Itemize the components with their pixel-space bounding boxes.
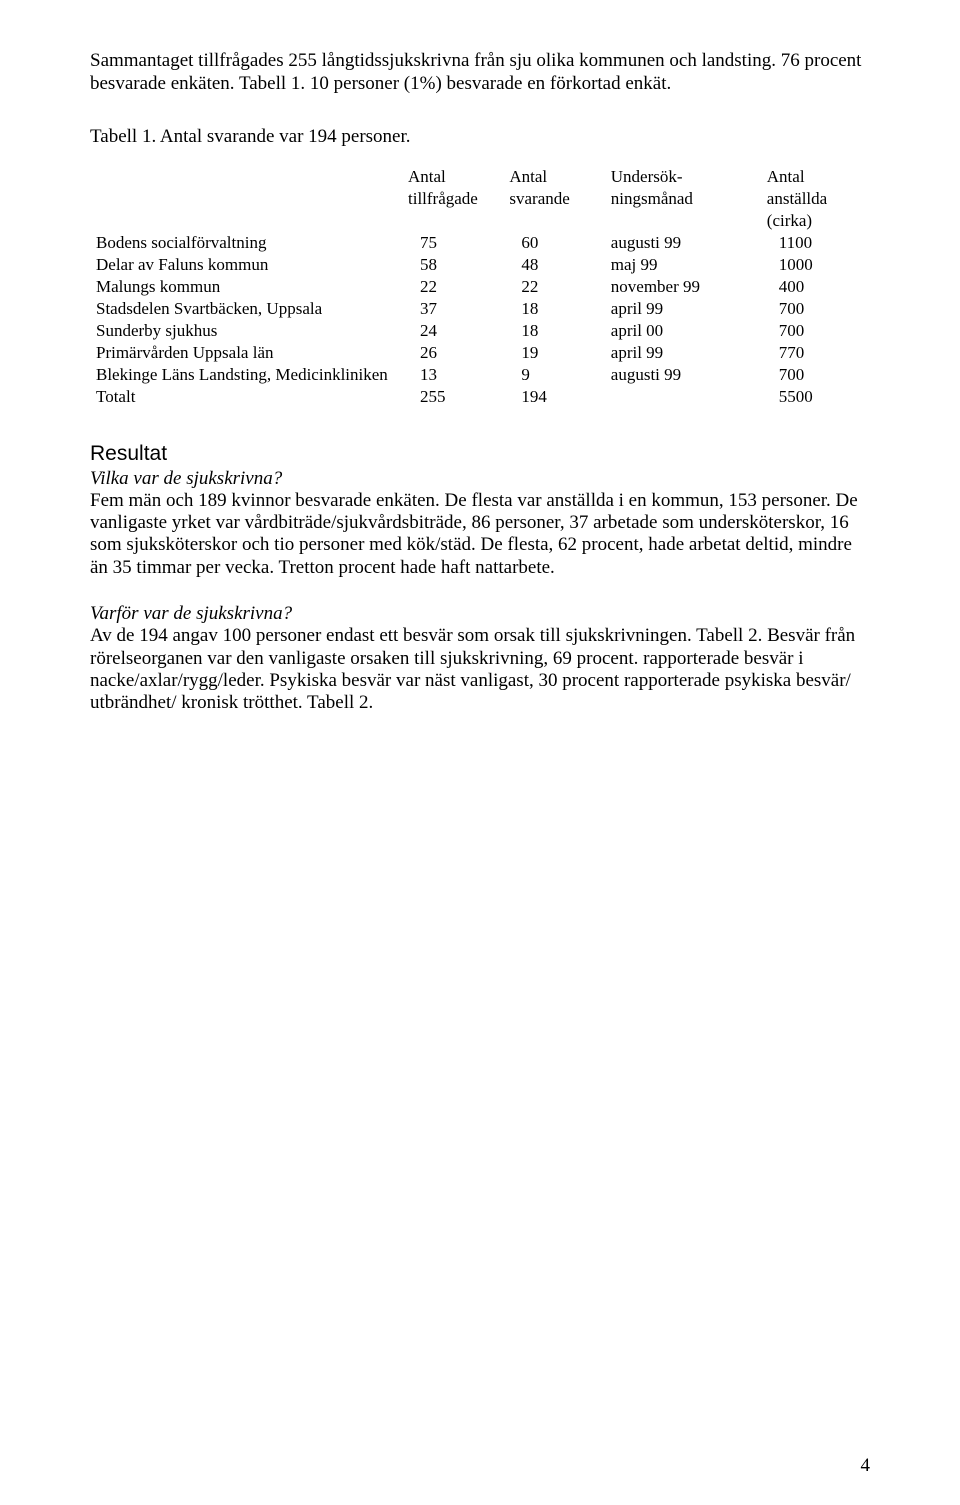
col-header: Antal (503, 166, 604, 188)
cell: 255 (402, 386, 503, 408)
intro-paragraph: Sammantaget tillfrågades 255 långtidssju… (90, 50, 870, 96)
table-row: Stadsdelen Svartbäcken, Uppsala 37 18 ap… (90, 298, 870, 320)
cell: 700 (761, 298, 870, 320)
table-row: Delar av Faluns kommun 58 48 maj 99 1000 (90, 254, 870, 276)
cell: 13 (402, 364, 503, 386)
col-header: ningsmånad (605, 188, 761, 210)
col-header: Antal (402, 166, 503, 188)
col-header: Undersök- (605, 166, 761, 188)
page: Sammantaget tillfrågades 255 långtidssju… (0, 0, 960, 1505)
col-header (90, 210, 402, 232)
cell: augusti 99 (605, 232, 761, 254)
cell: 37 (402, 298, 503, 320)
cell-name: Bodens socialförvaltning (90, 232, 402, 254)
cell: 770 (761, 342, 870, 364)
question-1-body: Fem män och 189 kvinnor besvarade enkäte… (90, 490, 870, 580)
table-1-body: Bodens socialförvaltning 75 60 augusti 9… (90, 232, 870, 408)
cell: augusti 99 (605, 364, 761, 386)
col-header: (cirka) (761, 210, 870, 232)
cell: 60 (503, 232, 604, 254)
table-row: Primärvården Uppsala län 26 19 april 99 … (90, 342, 870, 364)
cell: 700 (761, 320, 870, 342)
cell: 26 (402, 342, 503, 364)
cell-name: Totalt (90, 386, 402, 408)
col-header (402, 210, 503, 232)
col-header (503, 210, 604, 232)
page-number: 4 (861, 1455, 871, 1477)
col-header (605, 210, 761, 232)
col-header: anställda (761, 188, 870, 210)
cell: 22 (503, 276, 604, 298)
cell-name: Primärvården Uppsala län (90, 342, 402, 364)
cell: 48 (503, 254, 604, 276)
cell-name: Stadsdelen Svartbäcken, Uppsala (90, 298, 402, 320)
cell: 19 (503, 342, 604, 364)
cell-name: Delar av Faluns kommun (90, 254, 402, 276)
cell: 18 (503, 298, 604, 320)
col-header: tillfrågade (402, 188, 503, 210)
col-header (90, 188, 402, 210)
cell: 5500 (761, 386, 870, 408)
cell: maj 99 (605, 254, 761, 276)
cell: november 99 (605, 276, 761, 298)
table-1: Antal Antal Undersök- Antal tillfrågade … (90, 166, 870, 408)
cell: 400 (761, 276, 870, 298)
cell: 18 (503, 320, 604, 342)
cell-name: Malungs kommun (90, 276, 402, 298)
col-header: Antal (761, 166, 870, 188)
table-row: Malungs kommun 22 22 november 99 400 (90, 276, 870, 298)
table-row: Bodens socialförvaltning 75 60 augusti 9… (90, 232, 870, 254)
table-row: Blekinge Läns Landsting, Medicinkliniken… (90, 364, 870, 386)
table-row-total: Totalt 255 194 5500 (90, 386, 870, 408)
table-1-title: Tabell 1. Antal svarande var 194 persone… (90, 126, 870, 148)
cell: 22 (402, 276, 503, 298)
col-header (90, 166, 402, 188)
cell: april 99 (605, 298, 761, 320)
resultat-heading: Resultat (90, 442, 870, 466)
cell: 700 (761, 364, 870, 386)
cell: 194 (503, 386, 604, 408)
question-2-body: Av de 194 angav 100 personer endast ett … (90, 625, 870, 715)
cell: 75 (402, 232, 503, 254)
cell: 1000 (761, 254, 870, 276)
cell-name: Sunderby sjukhus (90, 320, 402, 342)
cell (605, 386, 761, 408)
cell: 9 (503, 364, 604, 386)
cell-name: Blekinge Läns Landsting, Medicinkliniken (90, 364, 402, 386)
question-1-italic: Vilka var de sjukskrivna? (90, 468, 870, 490)
table-1-head: Antal Antal Undersök- Antal tillfrågade … (90, 166, 870, 232)
cell: 24 (402, 320, 503, 342)
question-2-italic: Varför var de sjukskrivna? (90, 603, 870, 625)
table-row: Sunderby sjukhus 24 18 april 00 700 (90, 320, 870, 342)
col-header: svarande (503, 188, 604, 210)
cell: 1100 (761, 232, 870, 254)
cell: 58 (402, 254, 503, 276)
cell: april 99 (605, 342, 761, 364)
cell: april 00 (605, 320, 761, 342)
